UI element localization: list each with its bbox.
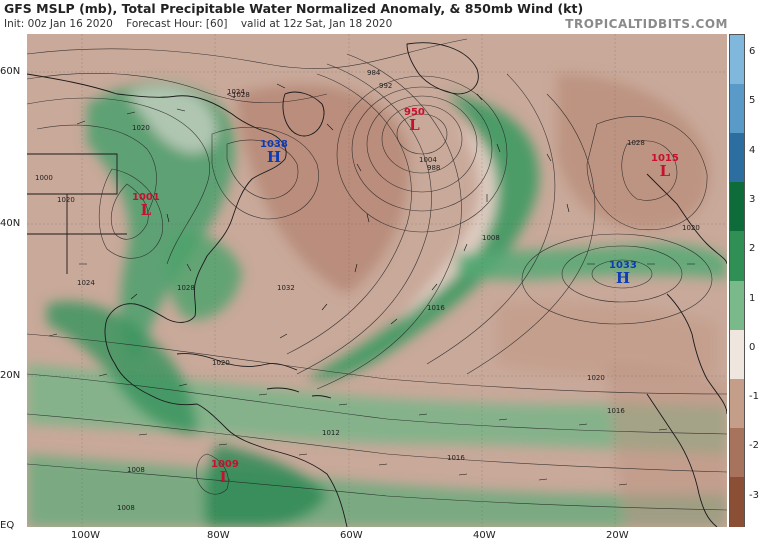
isobar-label: 1024 bbox=[227, 88, 245, 96]
init-time: Init: 00z Jan 16 2020 bbox=[4, 18, 113, 30]
isobar-label: 1012 bbox=[322, 429, 340, 437]
high-symbol: H bbox=[615, 269, 631, 287]
colorbar-segment bbox=[730, 182, 744, 233]
lon-label: 60W bbox=[340, 530, 363, 541]
colorbar-label: 3 bbox=[749, 193, 756, 205]
low-pressure-center: 1015 L bbox=[651, 153, 679, 180]
colorbar-segment bbox=[730, 378, 744, 429]
map-title: GFS MSLP (mb), Total Precipitable Water … bbox=[4, 1, 584, 16]
isobar-label: 1032 bbox=[277, 284, 295, 292]
high-pressure-center: 1033 H bbox=[609, 260, 637, 287]
colorbar-segment bbox=[730, 476, 744, 527]
isobar-label: 1016 bbox=[447, 454, 465, 462]
isobar-label: 1004 bbox=[419, 156, 437, 164]
colorbar-label: 0 bbox=[749, 341, 756, 353]
wind-barbs bbox=[48, 83, 695, 486]
low-symbol: L bbox=[409, 116, 420, 134]
isobar-label: 1024 bbox=[77, 279, 95, 287]
forecast-hour: Forecast Hour: [60] bbox=[126, 18, 228, 30]
isobar-label: 984 bbox=[367, 69, 381, 77]
colorbar-segment bbox=[730, 84, 744, 135]
isobar-label: 1020 bbox=[132, 124, 150, 132]
graticule bbox=[27, 34, 727, 527]
isobar-label: 1016 bbox=[607, 407, 625, 415]
colorbar-label: 6 bbox=[749, 46, 756, 57]
isobar-label: 988 bbox=[427, 164, 441, 172]
colorbar-segment bbox=[730, 35, 744, 85]
colorbar-segment bbox=[730, 280, 744, 331]
colorbar-label: 4 bbox=[749, 144, 756, 156]
isobar-label: 1028 bbox=[177, 284, 195, 292]
pressure-value: 1015 bbox=[651, 153, 679, 164]
high-symbol: H bbox=[266, 148, 282, 166]
isobar-label: 992 bbox=[379, 82, 393, 90]
isobar-label: 1008 bbox=[117, 504, 135, 512]
colorbar-label: 5 bbox=[749, 95, 756, 107]
low-symbol: L bbox=[219, 468, 231, 486]
colorbar-label: -3 bbox=[749, 489, 759, 501]
colorbar-segment bbox=[730, 133, 744, 184]
pressure-value: 950 bbox=[404, 107, 425, 118]
low-pressure-center: 1001 L bbox=[132, 192, 160, 219]
low-pressure-center: 1009 L bbox=[211, 459, 239, 486]
pressure-value: 1009 bbox=[211, 459, 239, 470]
anomaly-colorbar bbox=[729, 34, 745, 527]
lon-label: 40W bbox=[473, 530, 496, 541]
lon-label: 100W bbox=[71, 530, 100, 541]
anomaly-field bbox=[27, 74, 727, 527]
valid-time: valid at 12z Sat, Jan 18 2020 bbox=[240, 18, 393, 30]
lat-label: 20N bbox=[0, 370, 21, 381]
high-pressure-center: 1038 H bbox=[260, 139, 288, 166]
weather-map: 1020 1024 1028 984 992 988 1004 1008 103… bbox=[27, 34, 727, 527]
pressure-value: 1038 bbox=[260, 139, 288, 150]
colorbar-label: -1 bbox=[749, 391, 759, 403]
lon-label: 20W bbox=[606, 530, 629, 541]
isobar-label: 1028 bbox=[232, 91, 250, 99]
isobar-label: 1016 bbox=[427, 304, 445, 312]
pressure-value: 1033 bbox=[609, 260, 637, 271]
colorbar-label: 2 bbox=[749, 243, 756, 255]
lat-label: EQ bbox=[0, 520, 15, 531]
colorbar-segment bbox=[730, 231, 744, 282]
pressure-value: 1001 bbox=[132, 192, 160, 203]
isobar-label: 1028 bbox=[627, 139, 645, 147]
isobar-label: 1020 bbox=[682, 224, 700, 232]
isobar-label: 1008 bbox=[127, 466, 145, 474]
map-subtitle: Init: 00z Jan 16 2020 Forecast Hour: [60… bbox=[4, 18, 402, 30]
colorbar-segment bbox=[730, 329, 744, 380]
isobar-label: 1020 bbox=[587, 374, 605, 382]
colorbar-label: 1 bbox=[749, 292, 756, 304]
isobar-lines bbox=[27, 38, 727, 511]
isobar-label: 1020 bbox=[212, 359, 230, 367]
brand-watermark: TROPICALTIDBITS.COM bbox=[565, 17, 728, 31]
isobar-label: 1020 bbox=[57, 196, 75, 204]
lon-label: 80W bbox=[207, 530, 230, 541]
map-canvas bbox=[27, 34, 727, 527]
isobar-label: 1008 bbox=[482, 234, 500, 242]
lat-label: 60N bbox=[0, 66, 21, 77]
lat-label: 40N bbox=[0, 218, 21, 229]
map-header: GFS MSLP (mb), Total Precipitable Water … bbox=[0, 0, 768, 34]
low-symbol: L bbox=[659, 162, 671, 180]
colorbar-label: -2 bbox=[749, 440, 759, 452]
low-symbol: L bbox=[140, 201, 152, 219]
isobar-label: 1000 bbox=[35, 174, 53, 182]
colorbar-segment bbox=[730, 427, 744, 478]
low-pressure-center: 950 L bbox=[404, 107, 425, 134]
